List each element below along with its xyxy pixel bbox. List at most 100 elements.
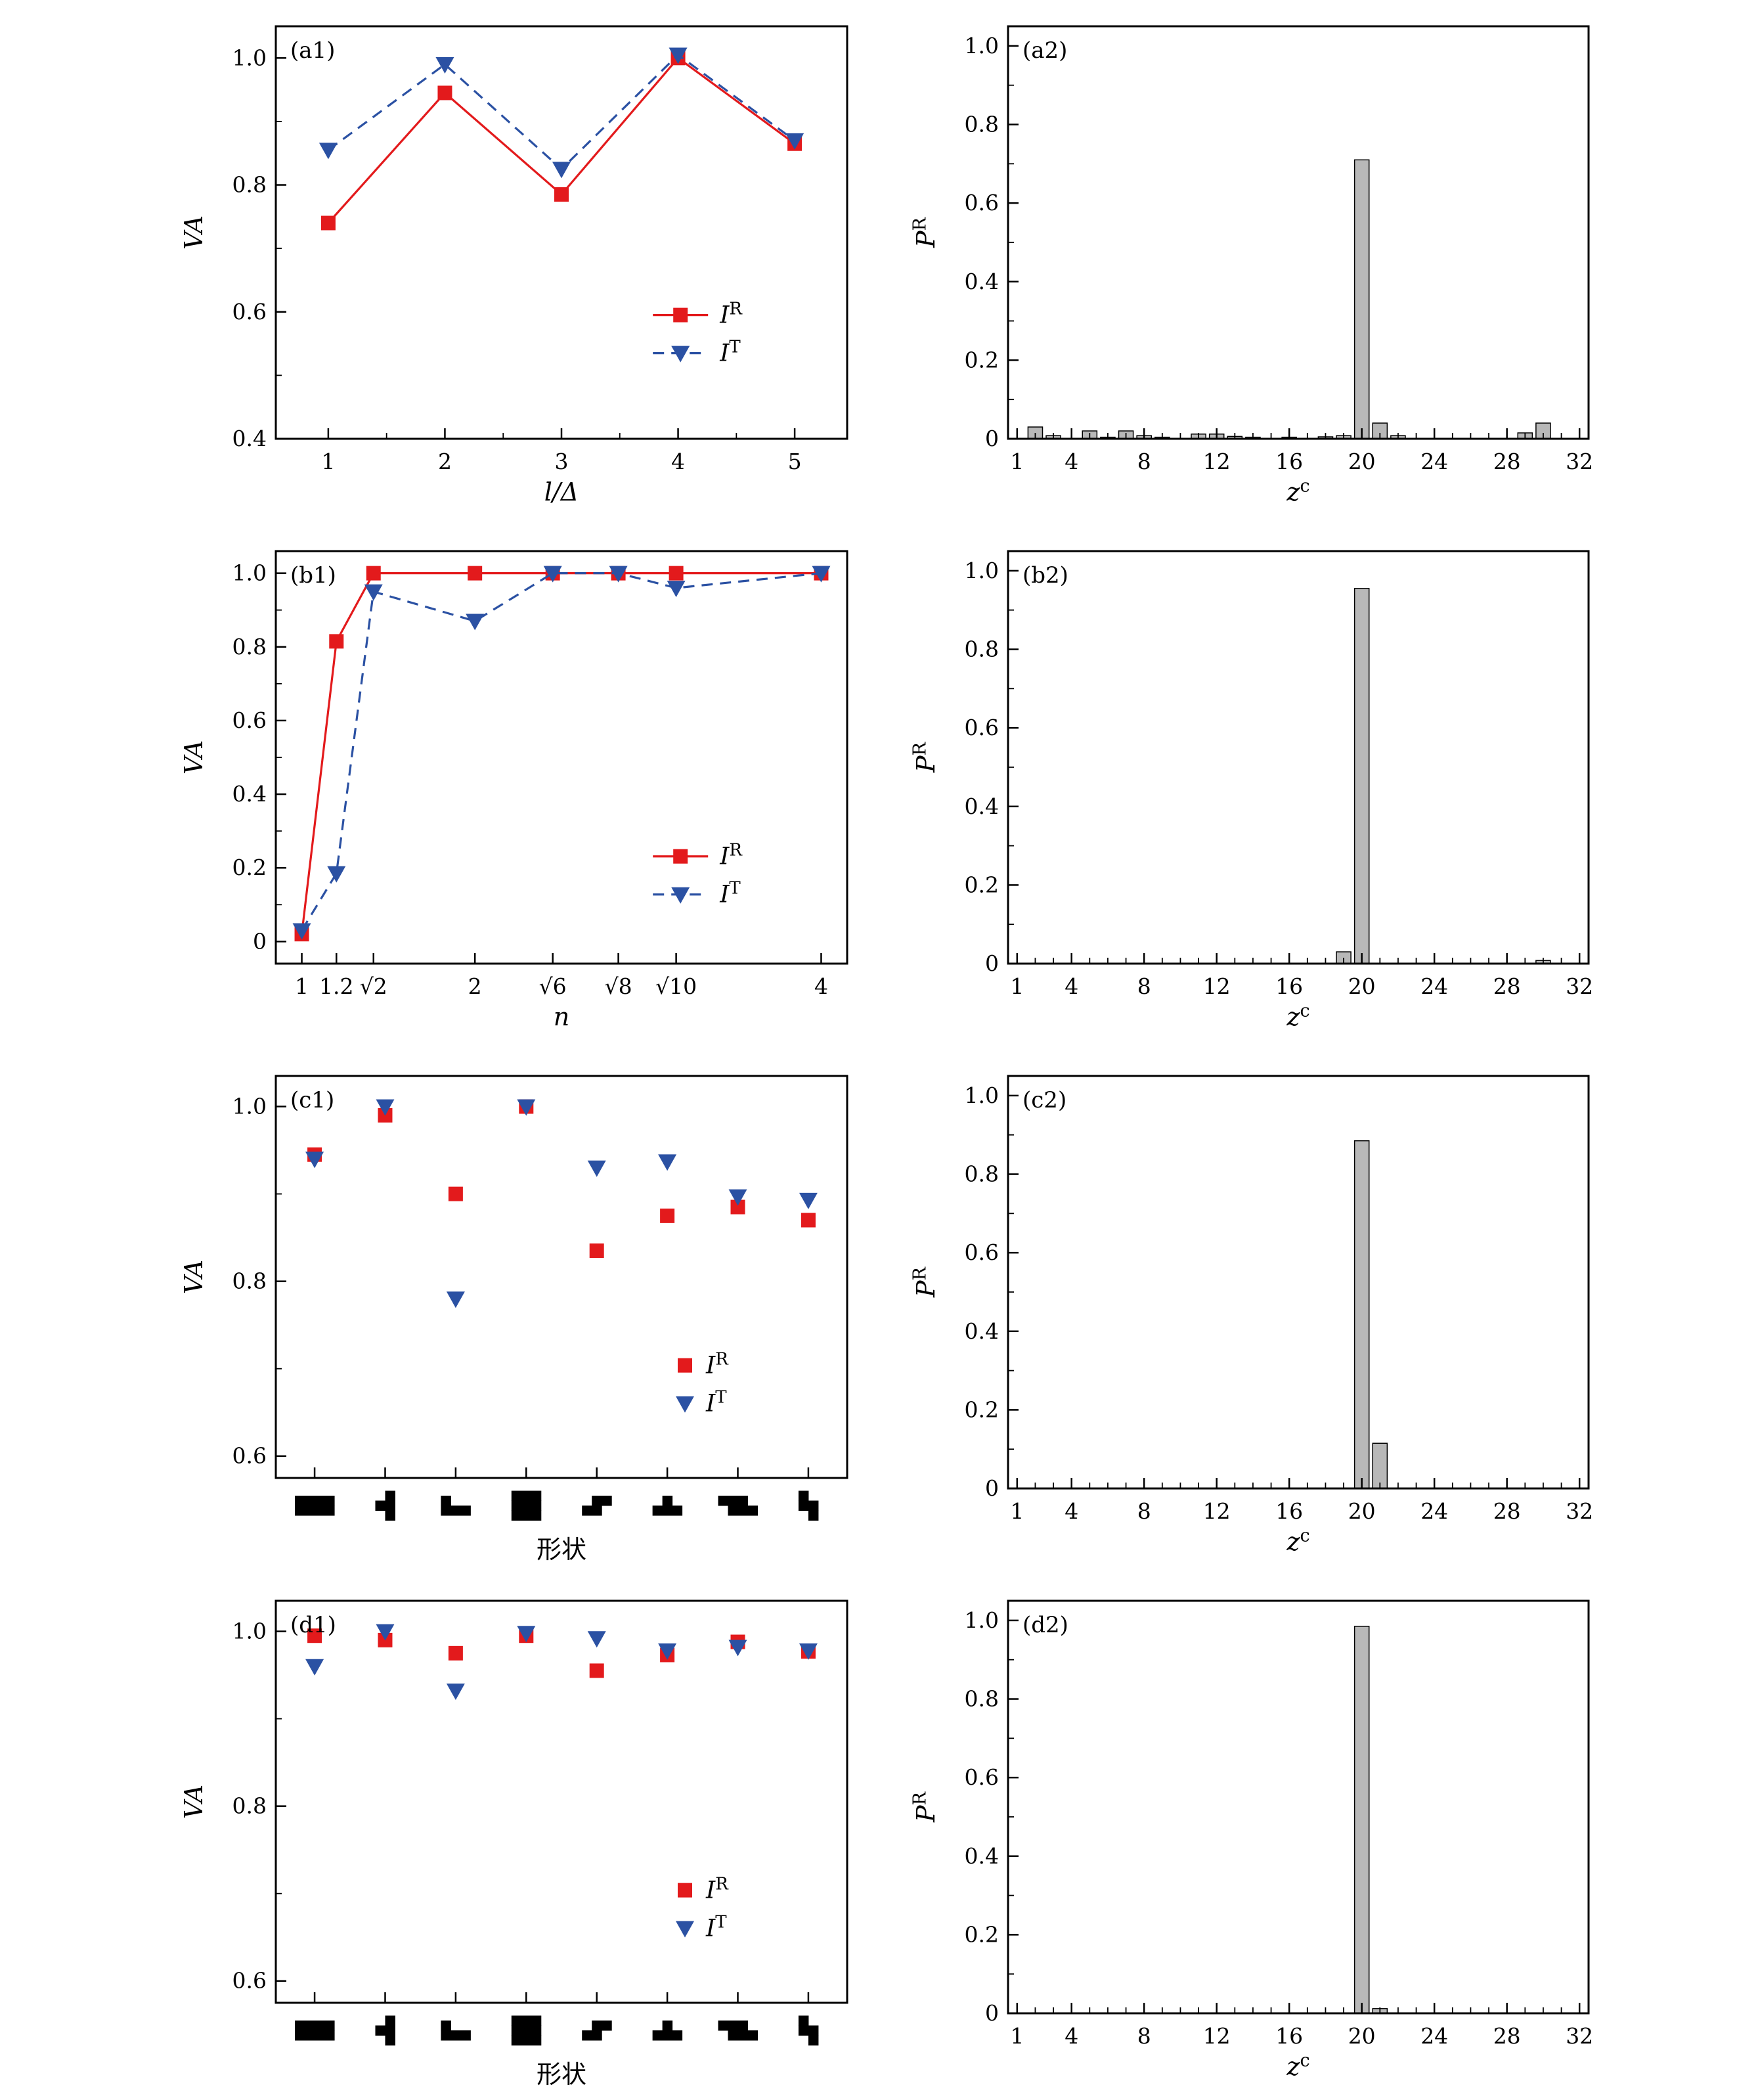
svg-text:0.4: 0.4 xyxy=(965,1318,999,1344)
legend-b1: IR IT xyxy=(653,841,743,908)
plot-c1: 0.6 0.8 1.0 (c1) 形状 VA IR IT xyxy=(179,1075,848,1564)
axes-b2: 1 4 8 12 16 20 24 28 32 0 0.2 0.4 0.6 0.8 1.0 xyxy=(965,558,1594,999)
plot-a2: 1 4 8 12 16 20 24 28 32 0 0.2 0.4 0.6 0.8 1.0 (a2) zc PR xyxy=(910,25,1593,506)
svg-text:0.2: 0.2 xyxy=(965,872,999,897)
panel-a1: 1 2 3 4 5 0.4 0.6 0.8 1.0 (a1) l/Δ VA IR IT xyxy=(0,0,879,525)
panel-a2-chart: 1 4 8 12 16 20 24 28 32 0 0.2 0.4 0.6 0.8 1.0 (a2) zc PR xyxy=(910,25,1593,506)
axes-c2: 1 4 8 12 16 20 24 28 32 0 0.2 0.4 0.6 0.8 1.0 xyxy=(965,1083,1594,1524)
panel-d2: 1 4 8 12 16 20 24 28 32 0 0.2 0.4 0.6 0.8 1.0 (d2) zc PR xyxy=(879,1575,1758,2099)
svg-text:0.8: 0.8 xyxy=(965,1686,999,1712)
svg-text:1.0: 1.0 xyxy=(232,1619,267,1644)
panel-label-a2: (a2) xyxy=(1022,37,1067,64)
panel-c2: 1 4 8 12 16 20 24 28 32 0 0.2 0.4 0.6 0.8 1.0 (c2) zc PR xyxy=(879,1050,1758,1575)
svg-text:1.0: 1.0 xyxy=(232,560,267,586)
svg-text:0.4: 0.4 xyxy=(965,1843,999,1869)
svg-text:4: 4 xyxy=(1065,449,1078,474)
svg-text:√10: √10 xyxy=(655,973,697,999)
svg-text:0.6: 0.6 xyxy=(232,1968,267,1994)
y-axis-label: VA xyxy=(179,1260,208,1294)
svg-text:0.2: 0.2 xyxy=(965,1921,999,1947)
y-axis-label: VA xyxy=(179,740,208,774)
svg-text:0.6: 0.6 xyxy=(232,707,267,733)
y-axis-label: PR xyxy=(910,1791,941,1823)
legend-d1: IR IT xyxy=(676,1875,729,1942)
panel-b2-chart: 1 4 8 12 16 20 24 28 32 0 0.2 0.4 0.6 0.8 1.0 (b2) zc PR xyxy=(910,550,1594,1031)
plot-d2: 1 4 8 12 16 20 24 28 32 0 0.2 0.4 0.6 0.8 1.0 (d2) zc PR xyxy=(910,1599,1594,2081)
bars-c2 xyxy=(1353,1140,1388,1489)
panel-label-b2: (b2) xyxy=(1022,562,1068,589)
svg-text:1: 1 xyxy=(295,973,309,999)
plot-frame xyxy=(1007,1599,1590,2015)
svg-text:0: 0 xyxy=(985,426,999,451)
x-axis-label: 形状 xyxy=(537,2060,586,2089)
y-axis-label: PR xyxy=(910,217,941,248)
svg-text:32: 32 xyxy=(1566,2023,1593,2049)
series-b1-0 xyxy=(294,566,829,942)
svg-text:0: 0 xyxy=(985,1475,999,1501)
svg-text:1: 1 xyxy=(321,449,335,474)
plot-frame xyxy=(1007,550,1590,965)
panel-b1-chart: 1 1.2 √2 2 √6 √8 √10 4 0 0.2 0.4 0.6 0.8 1.0 (b1) n VA IR… xyxy=(179,550,848,1031)
svg-text:20: 20 xyxy=(1348,973,1376,999)
panel-b1: 1 1.2 √2 2 √6 √8 √10 4 0 0.2 0.4 0.6 0.8 1.0 (b1) n VA IR… xyxy=(0,525,879,1050)
svg-text:8: 8 xyxy=(1137,2023,1151,2049)
axes-c1: 0.6 0.8 1.0 xyxy=(232,1094,810,1478)
svg-text:16: 16 xyxy=(1275,449,1303,474)
svg-text:(a2): (a2) xyxy=(1022,37,1067,64)
plot-c2: 1 4 8 12 16 20 24 28 32 0 0.2 0.4 0.6 0.8 1.0 (c2) zc PR xyxy=(910,1075,1594,1556)
plot-b1: 1 1.2 √2 2 √6 √8 √10 4 0 0.2 0.4 0.6 0.8 1.0 (b1) n VA IR… xyxy=(179,550,848,1031)
svg-text:IT: IT xyxy=(705,1913,727,1942)
svg-text:4: 4 xyxy=(1065,1498,1078,1524)
svg-text:IT: IT xyxy=(705,1388,727,1418)
panel-d2-chart: 1 4 8 12 16 20 24 28 32 0 0.2 0.4 0.6 0.8 1.0 (d2) zc PR xyxy=(910,1599,1594,2081)
panel-label-c1: (c1) xyxy=(290,1087,334,1113)
plot-d1: 0.6 0.8 1.0 (d1) 形状 VA IR IT xyxy=(179,1599,848,2089)
plot-a1: 1 2 3 4 5 0.4 0.6 0.8 1.0 (a1) l/Δ VA IR IT xyxy=(179,25,848,506)
svg-text:0.6: 0.6 xyxy=(965,1240,999,1265)
svg-text:20: 20 xyxy=(1348,1498,1376,1524)
panel-c1-chart: 0.6 0.8 1.0 (c1) 形状 VA IR IT xyxy=(179,1075,848,1564)
svg-text:0.6: 0.6 xyxy=(232,1443,267,1469)
axes-d2: 1 4 8 12 16 20 24 28 32 0 0.2 0.4 0.6 0.8 1.0 xyxy=(965,1607,1594,2049)
svg-text:0.6: 0.6 xyxy=(965,190,999,215)
panel-a2: 1 4 8 12 16 20 24 28 32 0 0.2 0.4 0.6 0.8 1.0 (a2) zc PR xyxy=(879,0,1758,525)
svg-text:16: 16 xyxy=(1275,2023,1303,2049)
series-a1-1 xyxy=(319,47,804,179)
svg-text:32: 32 xyxy=(1566,1498,1593,1524)
bars-b2 xyxy=(1336,588,1551,964)
panel-label-b1: (b1) xyxy=(290,562,336,589)
svg-text:0.6: 0.6 xyxy=(965,715,999,740)
svg-text:√2: √2 xyxy=(360,973,387,999)
svg-text:0.8: 0.8 xyxy=(965,1161,999,1187)
svg-text:1.0: 1.0 xyxy=(965,558,999,583)
x-axis-label: 形状 xyxy=(537,1535,586,1564)
svg-text:16: 16 xyxy=(1275,1498,1303,1524)
panel-label-c2: (c2) xyxy=(1022,1087,1066,1113)
svg-text:0: 0 xyxy=(985,2000,999,2026)
svg-text:0.6: 0.6 xyxy=(232,299,267,324)
svg-text:28: 28 xyxy=(1493,2023,1521,2049)
svg-text:(d1): (d1) xyxy=(290,1612,336,1638)
bars-a2 xyxy=(1027,159,1551,439)
svg-text:0.4: 0.4 xyxy=(232,426,267,451)
panel-b2: 1 4 8 12 16 20 24 28 32 0 0.2 0.4 0.6 0.8 1.0 (b2) zc PR xyxy=(879,525,1758,1050)
svg-text:IR: IR xyxy=(705,1350,729,1379)
y-axis-label: PR xyxy=(910,742,941,773)
svg-text:0.4: 0.4 xyxy=(965,793,999,819)
svg-text:20: 20 xyxy=(1348,449,1376,474)
series-a1-0 xyxy=(320,51,802,231)
svg-text:(c1): (c1) xyxy=(290,1087,334,1113)
svg-text:√8: √8 xyxy=(605,973,632,999)
panel-label-d2: (d2) xyxy=(1022,1612,1068,1638)
plot-frame xyxy=(275,1599,848,2004)
svg-text:0: 0 xyxy=(253,928,267,954)
svg-text:(a1): (a1) xyxy=(290,37,335,64)
svg-text:24: 24 xyxy=(1420,449,1448,474)
y-axis-label: PR xyxy=(910,1266,941,1298)
svg-text:IT: IT xyxy=(719,879,741,908)
panel-c2-chart: 1 4 8 12 16 20 24 28 32 0 0.2 0.4 0.6 0.8 1.0 (c2) zc PR xyxy=(910,1075,1594,1556)
plot-b2: 1 4 8 12 16 20 24 28 32 0 0.2 0.4 0.6 0.8 1.0 (b2) zc PR xyxy=(910,550,1594,1031)
bars-d2 xyxy=(1353,1626,1388,2014)
svg-text:4: 4 xyxy=(814,973,828,999)
